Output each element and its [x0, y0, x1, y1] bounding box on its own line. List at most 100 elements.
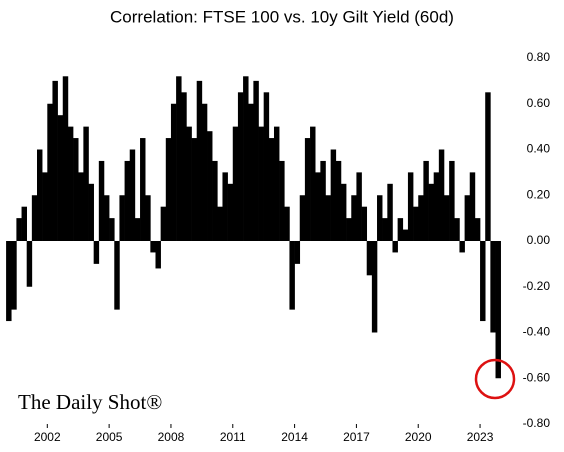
bar: [129, 149, 136, 241]
watermark: The Daily Shot®: [18, 390, 162, 414]
bar: [480, 241, 486, 322]
bar: [253, 80, 259, 241]
bar: [243, 76, 249, 241]
bar: [73, 138, 79, 241]
bar: [428, 183, 434, 241]
y-tick-label: -0.60: [523, 370, 551, 384]
bar: [485, 92, 491, 241]
bar: [356, 172, 362, 241]
x-tick-label: 2017: [343, 430, 370, 444]
bar: [176, 76, 182, 241]
highlight-circle: [474, 358, 516, 400]
bar: [52, 80, 58, 241]
bar: [248, 103, 254, 241]
y-tick-label: 0.20: [527, 187, 551, 201]
bar: [382, 218, 388, 241]
bar: [413, 206, 419, 241]
bar: [57, 115, 64, 241]
bar: [387, 183, 393, 241]
bar: [310, 126, 316, 241]
bar: [109, 218, 115, 241]
bar: [78, 172, 84, 241]
x-tick-label: 2002: [34, 430, 61, 444]
bar: [155, 241, 161, 269]
bar: [165, 138, 172, 241]
bar: [26, 241, 33, 287]
y-tick-label: 0.80: [527, 50, 551, 64]
x-tick-label: 2011: [220, 430, 246, 444]
bar: [464, 195, 471, 241]
bar: [170, 103, 177, 241]
bar: [145, 195, 151, 241]
bar: [459, 241, 465, 253]
y-tick-label: -0.40: [523, 325, 551, 339]
y-tick-label: 0.40: [527, 142, 551, 156]
x-tick-label: 2008: [158, 430, 185, 444]
bar: [196, 80, 203, 241]
bar: [361, 206, 368, 241]
bar: [449, 160, 455, 241]
bar: [98, 160, 105, 241]
bar: [304, 138, 311, 241]
bar: [346, 218, 352, 241]
bar: [407, 172, 414, 241]
bar: [160, 206, 167, 241]
bar: [31, 195, 38, 241]
bar: [150, 241, 156, 253]
bar: [186, 126, 192, 241]
bar: [134, 218, 141, 241]
bar: [119, 195, 125, 241]
bar: [21, 206, 27, 241]
bar: [377, 195, 383, 241]
y-tick-label: -0.20: [523, 279, 551, 293]
x-tick-label: 2020: [405, 430, 432, 444]
bar: [335, 160, 342, 241]
bar: [124, 160, 131, 241]
bar: [37, 149, 43, 241]
bar: [6, 241, 12, 322]
x-tick-label: 2014: [281, 430, 308, 444]
bar: [469, 172, 476, 241]
bar: [11, 241, 17, 310]
bar: [495, 241, 501, 379]
bar: [340, 183, 347, 241]
bar: [88, 183, 94, 241]
bar: [320, 160, 326, 241]
bar: [232, 126, 239, 241]
bar: [454, 218, 460, 241]
bar: [371, 241, 378, 333]
y-tick-label: 0.60: [527, 96, 551, 110]
bar: [289, 241, 295, 310]
bar: [62, 76, 69, 241]
bar: [279, 160, 285, 241]
bar: [93, 241, 100, 264]
bar: [433, 172, 440, 241]
bar: [181, 92, 187, 241]
bar: [16, 218, 22, 241]
bar: [83, 126, 89, 241]
bar: [397, 218, 404, 241]
bar: [212, 160, 218, 241]
y-tick-label: -0.80: [523, 416, 551, 430]
y-tick-label: 0.00: [527, 233, 551, 247]
bar: [402, 229, 409, 241]
bar: [201, 103, 208, 241]
bar: [67, 126, 74, 241]
bar: [42, 172, 48, 241]
bar: [273, 126, 280, 241]
bar: [227, 183, 234, 241]
x-tick-label: 2005: [96, 430, 123, 444]
bar: [423, 160, 429, 241]
chart-title: Correlation: FTSE 100 vs. 10y Gilt Yield…: [110, 7, 454, 26]
bar: [299, 195, 306, 241]
bar: [325, 195, 331, 241]
bar: [268, 138, 275, 241]
bar: [263, 92, 270, 241]
bar: [474, 218, 481, 241]
bar: [315, 172, 321, 241]
bar: [191, 138, 198, 241]
bar: [237, 92, 244, 241]
bar: [207, 131, 213, 241]
bar: [443, 195, 450, 241]
